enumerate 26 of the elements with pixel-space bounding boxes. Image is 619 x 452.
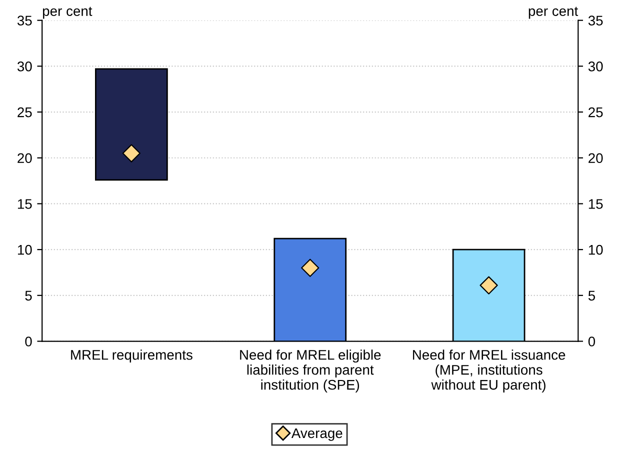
legend-label: Average (291, 428, 342, 441)
y-tick-label: 15 (18, 199, 32, 209)
y2-tick-label: 30 (588, 62, 603, 72)
y2-tick-label: 10 (588, 244, 603, 255)
y2-tick-label: 20 (588, 153, 603, 164)
point (301, 258, 320, 277)
y-axis-title: per cent (42, 6, 92, 19)
y2-tick-label: 5 (588, 290, 596, 301)
x-tick-label: Need for MREL eligible liabilities from parent institution (SPE) (240, 350, 381, 392)
y2-tick-label: 35 (588, 16, 603, 26)
x-tick-label: Need for MREL issuance (MPE, institutions without EU parent) (413, 350, 566, 392)
point (122, 144, 140, 162)
y-tick-label: 0 (25, 336, 32, 346)
y2-axis-title: per cent (528, 6, 578, 19)
point (480, 276, 498, 294)
y-tick-label: 25 (18, 107, 32, 118)
y2-tick-label: 25 (588, 107, 603, 118)
y2-tick-label: 15 (588, 199, 603, 209)
y-tick-label: 20 (18, 153, 32, 164)
y-tick-label: 30 (17, 62, 32, 72)
bar (95, 68, 168, 181)
y-tick-label: 10 (18, 244, 32, 255)
y-tick-label: 5 (25, 290, 32, 301)
x-tick-label: MREL requirements (71, 350, 192, 363)
y2-tick-label: 0 (588, 336, 596, 346)
y-tick-label: 35 (17, 16, 32, 26)
